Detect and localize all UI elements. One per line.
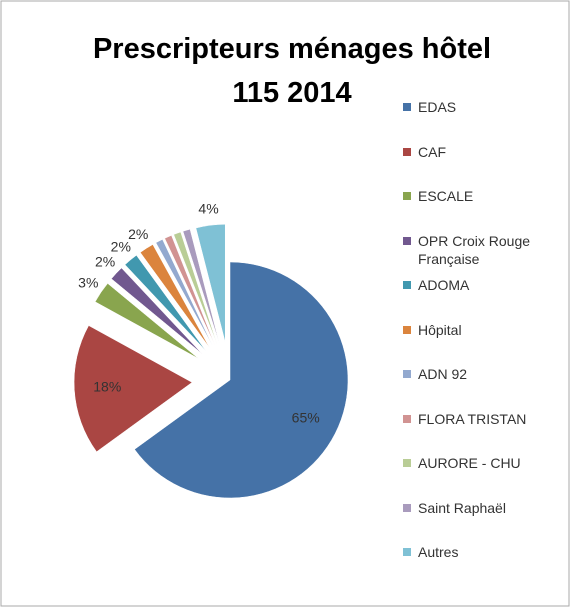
legend-label: Saint Raphaël — [418, 499, 506, 516]
legend-swatch — [403, 192, 411, 200]
chart-title: Prescripteurs ménages hôtel — [93, 33, 491, 65]
legend-label: CAF — [418, 143, 446, 160]
legend-label: ADN 92 — [418, 366, 468, 382]
data-label: 4% — [198, 201, 218, 217]
legend-label: Hôpital — [418, 321, 462, 338]
data-label: 2% — [111, 239, 131, 255]
legend-swatch — [403, 103, 411, 111]
data-label: 2% — [128, 226, 148, 242]
legend-swatch — [403, 325, 411, 334]
legend-label: EDAS — [418, 99, 457, 115]
chart-title: 115 2014 — [232, 77, 351, 109]
legend-label: Autres — [418, 544, 459, 560]
pie-slice — [173, 231, 218, 345]
pie-slice — [155, 239, 213, 347]
legend-label: ESCALE — [418, 188, 474, 204]
pie-slice — [139, 244, 210, 349]
legend-swatch — [403, 147, 411, 156]
data-label: 18% — [93, 378, 121, 394]
pie-slice — [73, 325, 193, 453]
legend-label: ADOMA — [418, 277, 470, 293]
pie-slice — [195, 224, 226, 343]
data-label: 2% — [95, 253, 115, 269]
legend-swatch — [403, 459, 411, 467]
pie-slice — [182, 228, 220, 344]
pie-slice — [134, 261, 349, 499]
legend-swatch — [403, 236, 411, 245]
legend-swatch — [403, 548, 411, 556]
legend-swatch — [403, 370, 411, 378]
legend-swatch — [403, 281, 411, 289]
pie-slice — [111, 267, 203, 355]
data-label: 3% — [78, 274, 98, 290]
legend-swatch — [403, 414, 411, 423]
data-label: 65% — [292, 409, 320, 425]
pie-slice — [94, 283, 199, 359]
legend-swatch — [403, 503, 411, 512]
legend-label: FLORA TRISTAN — [418, 410, 527, 427]
pie-slice — [164, 235, 216, 346]
legend-label: OPR Croix Rouge Française — [418, 232, 531, 267]
legend-label: AURORE - CHU — [418, 455, 521, 471]
pie-slice — [124, 254, 206, 351]
